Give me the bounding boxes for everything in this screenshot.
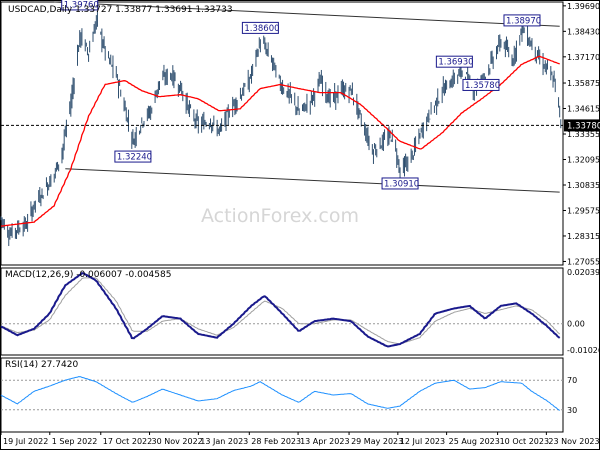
rsi-y-axis-ticks: 70 30 [567, 376, 577, 415]
annotation-box [61, 0, 99, 11]
annotation-box [381, 177, 419, 190]
macd-series-macd [0, 272, 561, 348]
moving-average-line [0, 55, 560, 227]
x-tick-label: 10 Oct 2023 [500, 437, 549, 446]
price-y-tick-label: 1.30835 [567, 181, 600, 190]
annotation-label: 1.38600 [244, 24, 279, 34]
annotation-box [462, 78, 500, 91]
current-price-label-box [564, 119, 600, 132]
x-tick-label: 17 Oct 2022 [103, 437, 152, 446]
price-y-tick-label: 1.35875 [567, 79, 600, 88]
x-tick-label: 25 Aug 2023 [449, 437, 500, 446]
price-y-tick-label: 1.34615 [567, 105, 600, 114]
annotation-box [241, 21, 279, 34]
price-moving-average [0, 55, 560, 227]
trendline-lower [65, 168, 560, 193]
macd-y-tick-label: 0.020399 [567, 268, 600, 277]
annotation-label: 1.36930 [438, 58, 473, 68]
annotation-label: 1.39760 [64, 0, 99, 10]
price-current-level: 1.33780 [1, 119, 600, 131]
price-annotations: 1.39760 1.38600 1.32240 1.30910 1.36930 1.357… [61, 0, 541, 190]
macd-y-tick-label: -0.01026 [567, 346, 600, 355]
current-price-label: 1.33780 [567, 121, 600, 131]
rsi-y-tick-label: 30 [567, 406, 577, 415]
x-tick-label: 30 Nov 2022 [152, 437, 203, 446]
x-tick-label: 12 Jul 2023 [400, 437, 445, 446]
price-chart-title: USDCAD,Daily 1.33727 1.33877 1.33691 1.3… [8, 5, 233, 15]
price-y-tick-label: 1.29575 [567, 206, 600, 215]
price-y-tick-label: 1.39690 [567, 2, 600, 11]
watermark: ActionForex.com [201, 205, 359, 227]
price-y-tick-label: 1.33355 [567, 130, 600, 139]
macd-series-signal [0, 277, 561, 345]
x-tick-label: 19 Jul 2022 [3, 437, 48, 446]
x-tick-label: 23 Nov 2023 [548, 437, 599, 446]
annotation-box [435, 55, 473, 68]
price-y-tick-label: 1.38430 [567, 27, 600, 36]
macd-y-tick-label: 0.00 [567, 320, 585, 329]
trendline-upper [54, 1, 560, 27]
annotation-label: 1.35780 [465, 81, 500, 91]
price-trendlines [54, 1, 560, 193]
rsi-title: RSI(14) 27.7420 [5, 360, 78, 370]
x-axis: 19 Jul 2022 1 Sep 2022 17 Oct 2022 30 Nov 2… [0, 432, 600, 446]
annotation-box [114, 150, 152, 163]
x-tick-label: 13 Apr 2023 [300, 437, 349, 446]
annotation-label: 1.38970 [506, 16, 541, 26]
macd-title: MACD(12,26,9) -0.006007 -0.004585 [5, 270, 171, 280]
x-tick-label: 28 Feb 2023 [251, 437, 301, 446]
rsi-series-line [0, 376, 560, 411]
x-tick-label: 13 Jan 2023 [200, 437, 248, 446]
macd-y-axis-ticks: 0.020399 0.00 -0.01026 [567, 268, 600, 355]
price-y-tick-label: 1.37170 [567, 53, 600, 62]
price-y-axis-ticks: 1.39690 1.38430 1.37170 1.35875 1.34615 1.333… [563, 2, 600, 266]
macd-lines [0, 272, 563, 348]
price-y-tick-label: 1.32095 [567, 155, 600, 164]
price-y-tick-label: 1.28315 [567, 232, 600, 241]
annotation-label: 1.32240 [117, 153, 152, 163]
x-tick-label: 29 May 2023 [351, 437, 403, 446]
x-tick-label: 1 Sep 2022 [52, 437, 98, 446]
rsi-y-tick-label: 70 [567, 376, 577, 385]
annotation-box [503, 14, 541, 27]
price-y-tick-label: 1.27055 [567, 257, 600, 266]
annotation-label: 1.30910 [384, 179, 419, 189]
rsi-lines [0, 376, 563, 411]
